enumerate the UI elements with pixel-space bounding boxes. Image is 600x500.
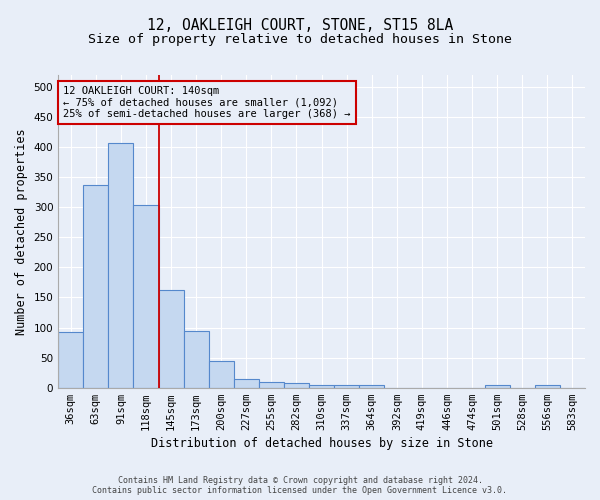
Bar	[158, 290, 184, 388]
Bar	[284, 384, 309, 388]
Bar	[109, 143, 133, 388]
Text: Size of property relative to detached houses in Stone: Size of property relative to detached ho…	[88, 32, 512, 46]
Bar	[334, 384, 359, 388]
Bar	[259, 382, 284, 388]
Bar	[309, 384, 334, 388]
Bar	[359, 384, 385, 388]
Bar	[83, 185, 109, 388]
Bar	[58, 332, 83, 388]
Bar	[234, 378, 259, 388]
X-axis label: Distribution of detached houses by size in Stone: Distribution of detached houses by size …	[151, 437, 493, 450]
Bar	[133, 206, 158, 388]
Bar	[209, 361, 234, 388]
Bar	[184, 330, 209, 388]
Bar	[485, 386, 510, 388]
Text: 12 OAKLEIGH COURT: 140sqm
← 75% of detached houses are smaller (1,092)
25% of se: 12 OAKLEIGH COURT: 140sqm ← 75% of detac…	[64, 86, 351, 119]
Y-axis label: Number of detached properties: Number of detached properties	[15, 128, 28, 334]
Bar	[535, 386, 560, 388]
Text: 12, OAKLEIGH COURT, STONE, ST15 8LA: 12, OAKLEIGH COURT, STONE, ST15 8LA	[147, 18, 453, 32]
Text: Contains HM Land Registry data © Crown copyright and database right 2024.
Contai: Contains HM Land Registry data © Crown c…	[92, 476, 508, 495]
